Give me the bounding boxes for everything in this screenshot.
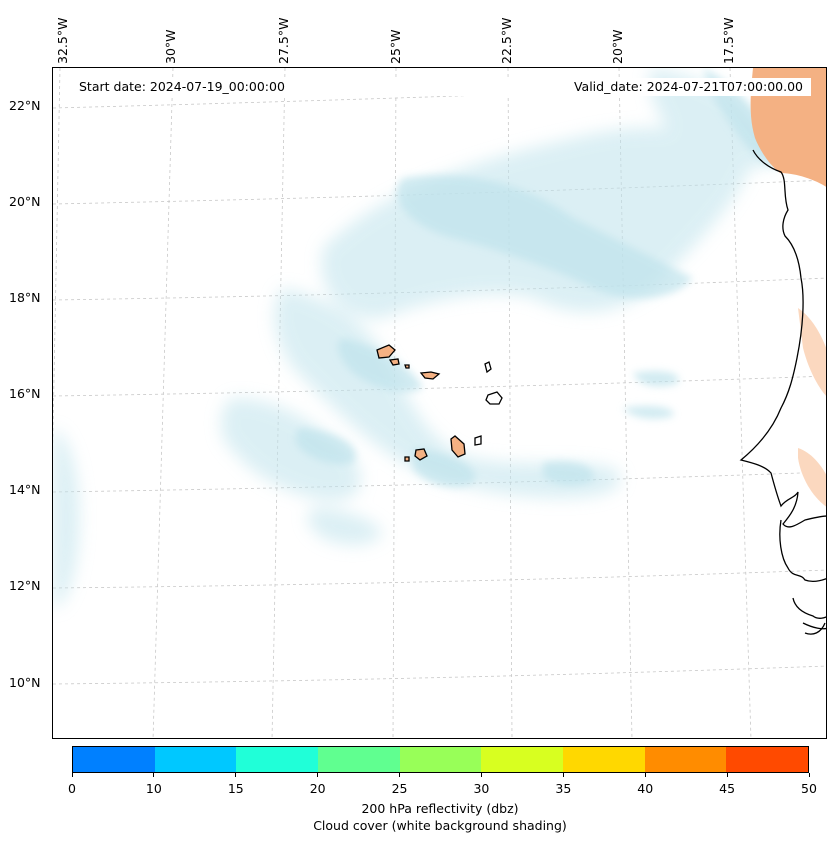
date-info-bar: Start date: 2024-07-19_00:00:00 Valid_da… — [73, 78, 811, 96]
colorbar-segment — [73, 747, 155, 772]
coastline — [739, 149, 826, 635]
colorbar-tick-label: 25 — [391, 781, 408, 796]
lat-label-10n: 10°N — [9, 675, 41, 690]
lon-label-25w: 25°W — [388, 29, 403, 64]
colorbar-tick-label: 30 — [473, 781, 490, 796]
colorbar-tick — [235, 773, 237, 777]
colorbar-tick-label: 15 — [227, 781, 244, 796]
cloud-cover — [53, 68, 783, 608]
lon-label-17-5w: 17.5°W — [721, 17, 736, 64]
start-date-label: Start date: 2024-07-19_00:00:00 — [79, 79, 285, 94]
colorbar-tick — [71, 773, 73, 777]
lon-label-20w: 20°W — [610, 29, 625, 64]
colorbar-tick-label: 20 — [309, 781, 326, 796]
lon-label-30w: 30°W — [163, 29, 178, 64]
colorbar-subtitle: Cloud cover (white background shading) — [313, 818, 567, 833]
colorbar-segment — [563, 747, 645, 772]
colorbar-tick — [317, 773, 319, 777]
colorbar-segment — [318, 747, 400, 772]
colorbar-segment — [726, 747, 809, 772]
colorbar-tick-label: 50 — [801, 781, 817, 796]
colorbar-tick-label: 35 — [555, 781, 572, 796]
lat-label-20n: 20°N — [9, 194, 41, 209]
colorbar-tick-label: 45 — [719, 781, 736, 796]
colorbar-tick — [644, 773, 646, 777]
lon-label-22-5w: 22.5°W — [499, 17, 514, 64]
colorbar-title: 200 hPa reflectivity (dbz) — [361, 801, 519, 816]
colorbar-segment — [644, 747, 727, 772]
colorbar-tick-label: 40 — [637, 781, 654, 796]
cape-verde-islands — [376, 344, 503, 462]
lat-label-14n: 14°N — [9, 482, 41, 497]
colorbar-segment — [154, 747, 237, 772]
lat-label-16n: 16°N — [9, 386, 41, 401]
africa-land — [750, 68, 826, 507]
valid-date-label: Valid_date: 2024-07-21T07:00:00.00 — [573, 79, 803, 94]
lat-label-22n: 22°N — [9, 98, 41, 113]
colorbar-segment — [236, 747, 319, 772]
colorbar-tick — [153, 773, 155, 777]
colorbar — [72, 746, 809, 773]
lon-label-32-5w: 32.5°W — [55, 17, 70, 64]
colorbar-tick-label: 10 — [145, 781, 162, 796]
colorbar-tick — [562, 773, 564, 777]
map-frame: Start date: 2024-07-19_00:00:00 Valid_da… — [52, 67, 827, 739]
lon-label-27-5w: 27.5°W — [276, 17, 291, 64]
colorbar-tick — [808, 773, 810, 777]
map-canvas — [53, 68, 826, 738]
lat-label-18n: 18°N — [9, 290, 41, 305]
colorbar-tick-label: 0 — [68, 781, 76, 796]
colorbar-segment — [481, 747, 564, 772]
colorbar-tick — [726, 773, 728, 777]
colorbar-tick — [399, 773, 401, 777]
colorbar-tick — [480, 773, 482, 777]
lat-label-12n: 12°N — [9, 578, 41, 593]
colorbar-segment — [399, 747, 482, 772]
